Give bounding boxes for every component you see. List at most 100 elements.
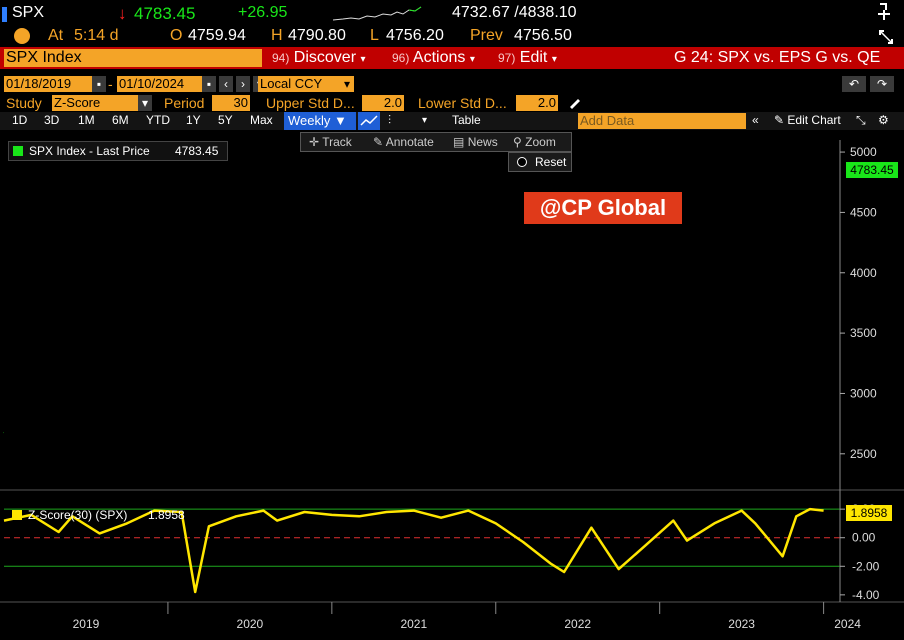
- price-change: +26.95: [238, 4, 288, 21]
- caret-down-icon: ▾: [360, 54, 366, 65]
- reset-icon: [517, 157, 527, 167]
- x-tick-label: 2020: [237, 617, 264, 631]
- actions-menu[interactable]: 96) Actions ▾: [392, 49, 475, 67]
- line-chart-icon[interactable]: [358, 112, 380, 130]
- range-5y[interactable]: 5Y: [218, 113, 233, 127]
- date-separator: -: [108, 76, 113, 92]
- edit-menu[interactable]: 97) Edit ▾: [498, 49, 557, 67]
- bar-chart-icon[interactable]: ⫶: [388, 113, 392, 127]
- zoom-tool[interactable]: ⚲ Zoom: [513, 133, 556, 151]
- watermark: @CP Global: [524, 192, 682, 224]
- price-legend[interactable]: SPX Index - Last Price 4783.45: [8, 141, 228, 161]
- currency-select[interactable]: Local CCY: [258, 76, 344, 92]
- upper-std-field[interactable]: 2.0: [362, 95, 404, 111]
- x-tick-label: 2019: [73, 617, 100, 631]
- pencil-icon[interactable]: [568, 95, 582, 112]
- caret-down-icon[interactable]: ▾: [340, 76, 354, 92]
- range-max[interactable]: Max: [250, 113, 273, 127]
- annotate-label: Annotate: [385, 135, 434, 149]
- legend-swatch: [13, 146, 23, 156]
- calendar-icon[interactable]: ▪: [92, 76, 106, 92]
- chevron-left-icon[interactable]: ‹: [219, 76, 233, 92]
- price-legend-label: SPX Index - Last Price: [29, 144, 150, 158]
- at-label: At: [48, 27, 64, 44]
- calendar-icon[interactable]: ▪: [202, 76, 216, 92]
- lower-std-field[interactable]: 2.0: [516, 95, 558, 111]
- x-tick-label: 2022: [564, 617, 591, 631]
- lower-std-label: Lower Std D...: [418, 95, 507, 111]
- annotate-tool[interactable]: ✎ Annotate: [373, 133, 434, 151]
- ticker-indicator: [2, 7, 7, 22]
- range-ytd[interactable]: YTD: [146, 113, 170, 127]
- zscore-series-line: [3, 507, 824, 594]
- axes: 2500300035004000450050002.000.00-2.00-4.…: [0, 140, 904, 631]
- chart-toolbar: 1D 3D 1M 6M YTD 1Y 5Y Max Weekly ▼ ⫶ ▾ T…: [0, 112, 904, 130]
- range-1m[interactable]: 1M: [78, 113, 95, 127]
- actions-label: Actions: [412, 49, 466, 66]
- menu-icon[interactable]: [876, 2, 894, 26]
- caret-down-icon: ▾: [469, 54, 475, 65]
- period-label: Period: [164, 95, 205, 111]
- table-button[interactable]: Table: [452, 113, 481, 127]
- actions-number: 96): [392, 51, 410, 65]
- frequency-select[interactable]: Weekly ▼: [284, 112, 356, 130]
- date-row: 01/18/2019 ▪ - 01/10/2024 ▪ ‹ › ▾ Local …: [0, 76, 904, 94]
- low-value: 4756.20: [386, 27, 444, 44]
- period-field[interactable]: 30: [212, 95, 250, 111]
- zscore-tick-label: -4.00: [852, 588, 880, 602]
- redo-icon[interactable]: ↷: [870, 76, 894, 92]
- page-title: G 24: SPX vs. EPS G vs. QE: [674, 49, 881, 66]
- price-panel: [4, 140, 840, 490]
- edit-chart-label: Edit Chart: [787, 113, 841, 127]
- menu-bar: SPX Index 94) Discover ▾ 96) Actions ▾ 9…: [0, 47, 904, 69]
- price-tick-label: 2500: [850, 447, 877, 461]
- quote-row: At 5:14 d O 4759.94 H 4790.80 L 4756.20 …: [0, 27, 904, 47]
- zoom-label: Zoom: [525, 135, 556, 149]
- settings-icon[interactable]: ⚙: [878, 113, 889, 127]
- security-title[interactable]: SPX Index: [4, 49, 262, 67]
- zscore-legend-label: Z-Score(30) (SPX): [28, 508, 128, 522]
- edit-number: 97): [498, 51, 516, 65]
- add-data-input[interactable]: Add Data: [578, 113, 746, 129]
- sparkline: [332, 4, 423, 29]
- clock-icon: [14, 28, 30, 44]
- study-row: Study Z-Score ▾ Period 30 Upper Std D...…: [0, 95, 904, 112]
- price-tick-label: 4500: [850, 205, 877, 219]
- expand-icon[interactable]: [878, 29, 894, 45]
- discover-menu[interactable]: 94) Discover ▾: [272, 49, 366, 67]
- edit-chart-button[interactable]: ✎ Edit Chart: [774, 113, 841, 127]
- zscore-legend-value: 1.8958: [148, 508, 185, 522]
- range-6m[interactable]: 6M: [112, 113, 129, 127]
- resize-icon[interactable]: ⤡: [856, 113, 866, 127]
- caret-down-icon[interactable]: ▾: [138, 95, 152, 111]
- range-1d[interactable]: 1D: [12, 113, 28, 127]
- track-label: Track: [322, 135, 352, 149]
- price-tick-label: 5000: [850, 145, 877, 159]
- annotate-icon: ✎: [373, 135, 384, 149]
- study-select[interactable]: Z-Score: [52, 95, 140, 111]
- news-label: News: [467, 135, 498, 149]
- end-date-field[interactable]: 01/10/2024: [117, 76, 203, 92]
- chevron-right-icon[interactable]: ›: [236, 76, 250, 92]
- track-tool[interactable]: ✛ Track: [309, 133, 352, 151]
- discover-label: Discover: [293, 49, 357, 66]
- zscore-tick-label: -2.00: [852, 559, 880, 573]
- range-1y[interactable]: 1Y: [186, 113, 201, 127]
- range-3d[interactable]: 3D: [44, 113, 60, 127]
- start-date-field[interactable]: 01/18/2019: [4, 76, 94, 92]
- collapse-icon[interactable]: «: [752, 113, 759, 127]
- ticker-symbol[interactable]: SPX: [12, 4, 45, 21]
- prev-value: 4756.50: [514, 27, 572, 44]
- caret-down-icon[interactable]: ▾: [422, 115, 428, 126]
- low-label: L: [370, 27, 379, 44]
- high-value: 4790.80: [288, 27, 346, 44]
- reset-button[interactable]: Reset: [508, 152, 572, 172]
- legend-swatch: [12, 510, 22, 520]
- chart-area[interactable]: 2500300035004000450050002.000.00-2.00-4.…: [0, 130, 904, 640]
- undo-icon[interactable]: ↶: [842, 76, 866, 92]
- open-value: 4759.94: [188, 27, 246, 44]
- x-tick-label: 2024: [834, 617, 861, 631]
- last-price-tag: 4783.45: [846, 162, 898, 178]
- open-label: O: [170, 27, 183, 44]
- news-tool[interactable]: ▤ News: [453, 133, 498, 151]
